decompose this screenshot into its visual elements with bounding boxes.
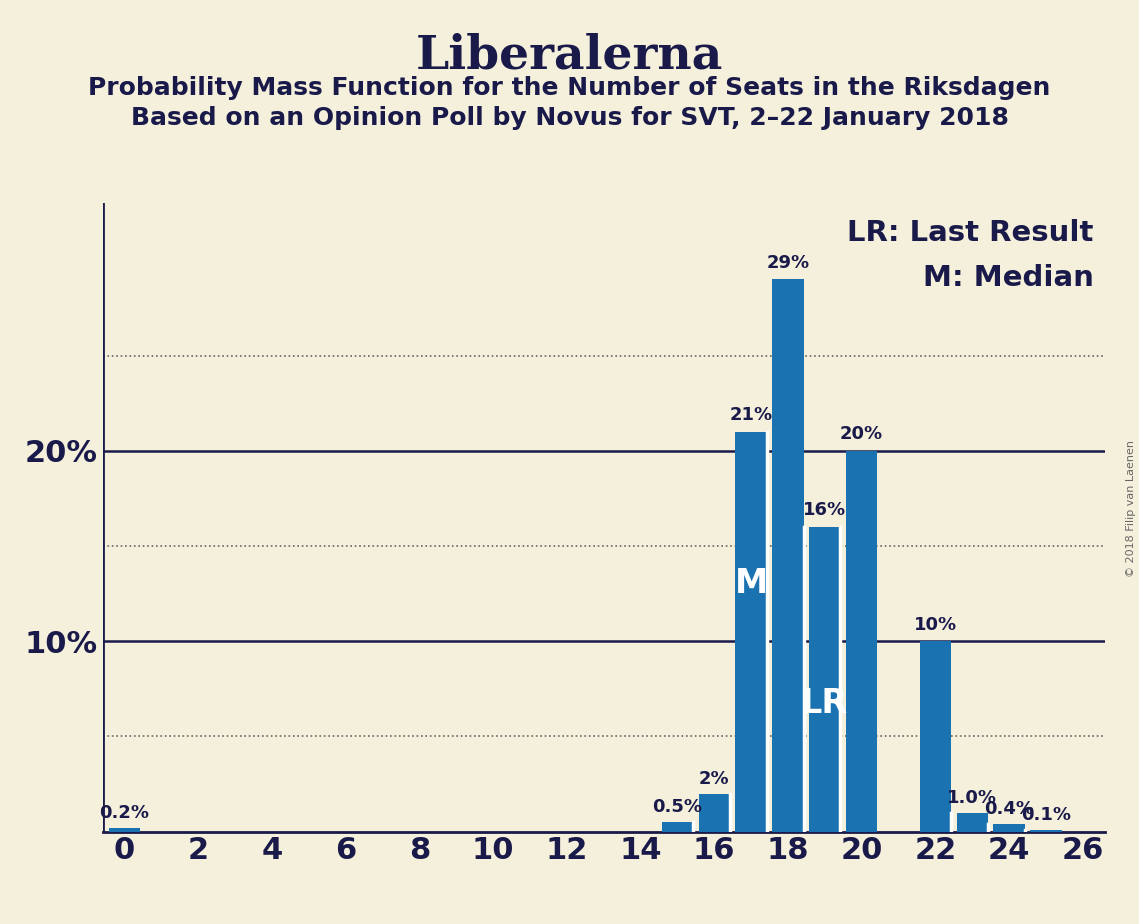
Bar: [809, 527, 841, 832]
Bar: [698, 794, 730, 832]
Text: 0.1%: 0.1%: [1021, 806, 1071, 824]
Text: 0.5%: 0.5%: [653, 798, 703, 817]
Text: 20%: 20%: [841, 425, 883, 444]
Bar: [736, 432, 767, 832]
Text: 29%: 29%: [767, 254, 810, 272]
Text: 0.2%: 0.2%: [99, 804, 149, 822]
Bar: [662, 822, 693, 832]
Bar: [109, 828, 140, 832]
Bar: [846, 451, 877, 832]
Bar: [993, 824, 1025, 832]
Text: © 2018 Filip van Laenen: © 2018 Filip van Laenen: [1126, 440, 1136, 577]
Text: Based on an Opinion Poll by Novus for SVT, 2–22 January 2018: Based on an Opinion Poll by Novus for SV…: [131, 106, 1008, 130]
Bar: [957, 812, 988, 832]
Text: Liberalerna: Liberalerna: [416, 32, 723, 79]
Text: 2%: 2%: [699, 770, 730, 788]
Text: LR: LR: [801, 687, 849, 720]
Text: 10%: 10%: [913, 615, 957, 634]
Text: M: Median: M: Median: [923, 264, 1093, 292]
Bar: [1030, 830, 1062, 832]
Text: 16%: 16%: [803, 502, 846, 519]
Text: Probability Mass Function for the Number of Seats in the Riksdagen: Probability Mass Function for the Number…: [89, 76, 1050, 100]
Text: LR: Last Result: LR: Last Result: [847, 218, 1093, 247]
Text: 1.0%: 1.0%: [948, 789, 997, 807]
Text: 21%: 21%: [729, 407, 772, 424]
Text: M: M: [735, 567, 768, 601]
Text: 0.4%: 0.4%: [984, 800, 1034, 819]
Bar: [919, 641, 951, 832]
Bar: [772, 279, 804, 832]
